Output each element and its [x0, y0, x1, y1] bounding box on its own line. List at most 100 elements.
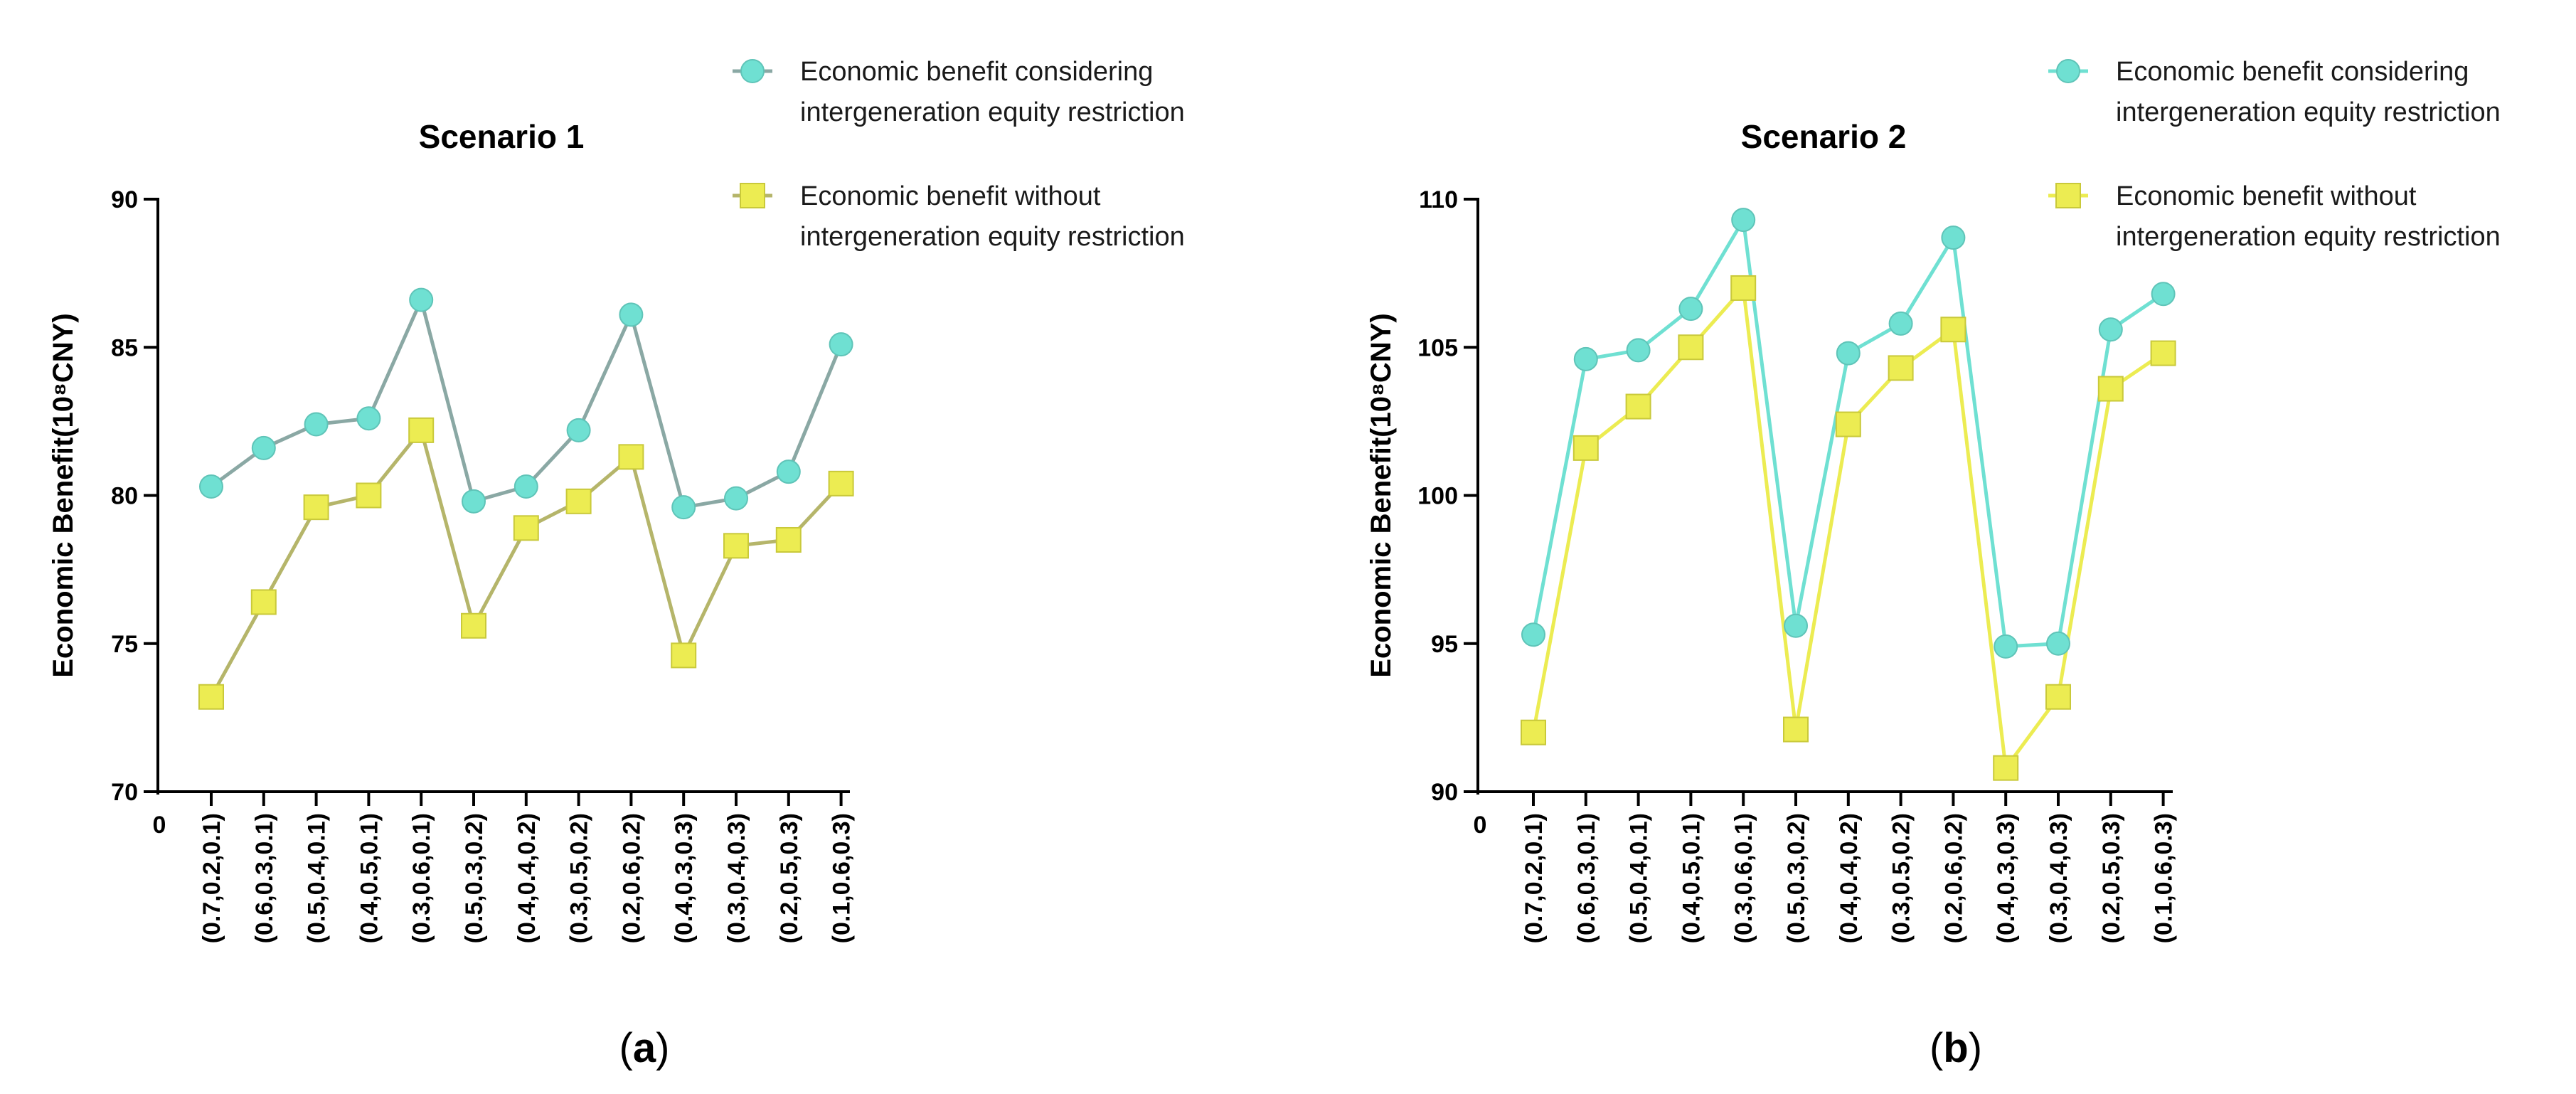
data-point-series-1: [724, 486, 748, 511]
x-tick-label: (0.4,0.5,0.1): [1678, 813, 1705, 943]
x-tick-label: (0.2,0.6,0.2): [1940, 813, 1967, 943]
data-point-series-2: [1993, 755, 2019, 781]
data-point-series-1: [671, 495, 696, 520]
x-origin-label: 0: [1474, 812, 1487, 839]
legend-label: Economic benefit considering: [2116, 57, 2469, 87]
x-tick-label: (0.5,0.3,0.2): [1783, 813, 1810, 943]
data-point-series-2: [356, 482, 382, 509]
x-tick-label: (0.3,0.4,0.3): [2045, 813, 2072, 943]
data-point-series-2: [723, 533, 749, 559]
data-point-series-2: [250, 589, 277, 615]
x-tick-label: (0.2,0.6,0.2): [618, 813, 645, 943]
data-point-series-1: [1941, 225, 1966, 250]
data-point-series-2: [198, 684, 224, 710]
data-point-series-2: [618, 444, 644, 470]
data-point-series-2: [1625, 393, 1651, 420]
legend-label: intergeneration equity restriction: [2116, 97, 2501, 127]
x-tick-label: (0.3,0.4,0.3): [723, 813, 750, 943]
data-point-series-2: [1730, 275, 1757, 301]
panel-caption: (b): [1930, 1025, 1982, 1071]
x-tick-label: (0.4,0.3,0.3): [1993, 813, 2020, 943]
data-point-series-2: [2150, 340, 2176, 366]
y-axis-label: Economic Benefit(10⁸CNY): [48, 313, 79, 677]
data-point-series-1: [1994, 634, 2018, 659]
x-tick-label: (0.5,0.3,0.2): [461, 813, 488, 943]
data-point-series-1: [1888, 311, 1913, 336]
legend-label: intergeneration equity restriction: [2116, 222, 2501, 252]
x-tick-label: (0.2,0.5,0.3): [776, 813, 803, 943]
data-point-series-1: [1626, 338, 1651, 363]
x-tick-label: (0.3,0.6,0.1): [1730, 813, 1757, 943]
data-point-series-1: [829, 332, 853, 357]
data-point-series-1: [409, 287, 434, 312]
data-point-series-1: [776, 460, 801, 484]
caption-close: ): [656, 1025, 669, 1071]
data-point-series-1: [1678, 297, 1703, 322]
data-point-series-2: [1940, 317, 1966, 343]
data-point-series-2: [2097, 376, 2124, 402]
x-tick-label: (0.5,0.4,0.1): [1626, 813, 1653, 943]
data-point-series-2: [513, 515, 539, 541]
y-tick-label: 85: [111, 334, 138, 361]
legend-square-marker: [740, 183, 765, 208]
caption-open: (: [619, 1025, 633, 1071]
data-point-series-2: [1888, 355, 1914, 381]
y-tick-label: 90: [1431, 779, 1458, 806]
data-point-series-2: [408, 417, 435, 443]
legend-label: Economic benefit without: [800, 181, 1101, 211]
x-tick-label: (0.3,0.6,0.1): [408, 813, 435, 943]
data-point-series-2: [671, 642, 697, 669]
data-point-series-1: [619, 302, 644, 327]
legend-square-marker: [2055, 183, 2081, 208]
x-tick-label: (0.4,0.4,0.2): [513, 813, 541, 943]
chart-title: Scenario 1: [419, 118, 585, 155]
panel-caption: (a): [619, 1025, 670, 1071]
data-point-series-2: [1678, 334, 1704, 361]
data-point-series-1: [356, 406, 381, 431]
y-axis-label: Economic Benefit(10⁸CNY): [1366, 313, 1397, 677]
x-tick-label: (0.6,0.3,0.1): [1573, 813, 1600, 943]
data-point-series-2: [775, 526, 802, 553]
x-tick-label: (0.4,0.3,0.3): [671, 813, 698, 943]
legend-label: intergeneration equity restriction: [800, 222, 1185, 252]
y-tick-label: 105: [1417, 334, 1458, 361]
x-tick-label: (0.5,0.4,0.1): [304, 813, 331, 943]
y-tick-label: 95: [1431, 631, 1458, 658]
x-tick-label: (0.4,0.4,0.2): [1836, 813, 1863, 943]
caption-letter: a: [633, 1025, 656, 1071]
x-origin-label: 0: [153, 812, 166, 839]
x-tick-label: (0.7,0.2,0.1): [198, 813, 225, 943]
y-tick-label: 110: [1419, 186, 1458, 213]
legend-label: intergeneration equity restriction: [800, 97, 1185, 127]
data-point-series-1: [199, 474, 223, 499]
data-point-series-1: [2098, 317, 2123, 342]
data-point-series-2: [2045, 684, 2071, 710]
series-line-2: [209, 426, 843, 698]
data-point-series-1: [566, 418, 591, 442]
x-tick-label: (0.4,0.5,0.1): [356, 813, 383, 943]
caption-letter: b: [1943, 1025, 1968, 1071]
data-point-series-1: [251, 435, 276, 460]
y-tick-label: 100: [1417, 483, 1458, 510]
chart-title: Scenario 2: [1741, 118, 1907, 155]
legend-circle-marker: [2056, 59, 2080, 83]
legend-circle-marker: [740, 59, 765, 83]
data-point-series-2: [565, 488, 592, 514]
x-tick-label: (0.1,0.6,0.3): [829, 813, 856, 943]
data-point-series-2: [1783, 716, 1809, 743]
chart-panel-1: Scenario 1 70 75 80 85 90 0 Economic Benefit(10…: [48, 57, 1185, 1071]
data-point-series-1: [513, 474, 538, 499]
x-tick-label: (0.2,0.5,0.3): [2098, 813, 2125, 943]
y-tick-label: 75: [111, 631, 138, 658]
data-point-series-1: [462, 489, 486, 514]
x-tick-label: (0.3,0.5,0.2): [1888, 813, 1915, 943]
data-point-series-1: [1573, 346, 1598, 371]
x-tick-label: (0.3,0.5,0.2): [566, 813, 593, 943]
data-point-series-1: [2046, 631, 2070, 656]
data-point-series-1: [1784, 613, 1808, 638]
x-tick-label: (0.6,0.3,0.1): [251, 813, 278, 943]
y-tick-label: 90: [111, 186, 138, 213]
data-point-series-1: [1836, 341, 1861, 366]
data-point-series-1: [1731, 208, 1756, 233]
